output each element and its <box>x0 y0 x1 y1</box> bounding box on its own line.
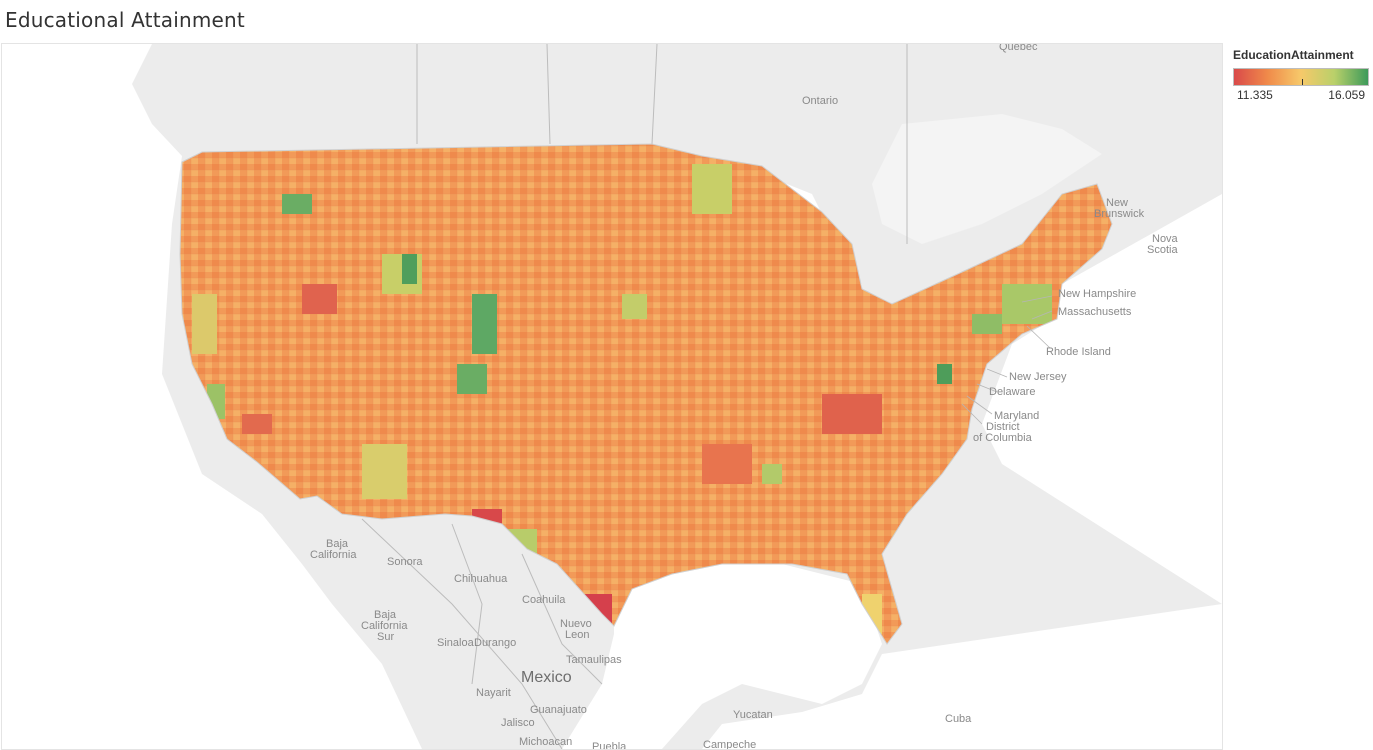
label-mexico: Mexico <box>521 669 572 686</box>
label-cuba: Cuba <box>945 713 972 725</box>
callout-dc-1: District <box>986 421 1020 433</box>
callout-maryland: Maryland <box>994 410 1039 422</box>
label-nuevo-leon-2: Leon <box>565 629 589 641</box>
label-durango: Durango <box>474 637 516 649</box>
label-campeche: Campeche <box>703 739 756 749</box>
callout-massachusetts: Massachusetts <box>1058 306 1132 318</box>
label-coahuila: Coahuila <box>522 594 566 606</box>
page-title: Educational Attainment <box>5 8 245 32</box>
legend-max-value: 16.059 <box>1328 88 1365 102</box>
legend-title: EducationAttainment <box>1233 48 1354 62</box>
label-michoacan: Michoacan <box>519 736 572 748</box>
label-baja-california-sur-3: Sur <box>377 631 394 643</box>
state-callouts: New Hampshire Massachusetts Rhode Island… <box>961 288 1136 444</box>
label-baja-california-1: Baja <box>326 538 349 550</box>
label-guanajuato: Guanajuato <box>530 704 587 716</box>
label-nova-scotia-1: Nova <box>1152 233 1179 245</box>
callout-new-hampshire: New Hampshire <box>1058 288 1136 300</box>
label-sinaloa: Sinaloa <box>437 637 475 649</box>
label-ontario: Ontario <box>802 95 838 107</box>
legend-gradient-bar <box>1233 68 1369 86</box>
label-jalisco: Jalisco <box>501 717 535 729</box>
callout-dc-2: of Columbia <box>973 432 1033 444</box>
callout-delaware: Delaware <box>989 386 1035 398</box>
label-chihuahua: Chihuahua <box>454 573 508 585</box>
label-nayarit: Nayarit <box>476 687 511 699</box>
label-baja-california-sur-1: Baja <box>374 609 397 621</box>
label-nuevo-leon-1: Nuevo <box>560 618 592 630</box>
region-labels: Quebec Ontario New Brunswick Nova Scotia… <box>310 44 1179 749</box>
choropleth-map[interactable]: Quebec Ontario New Brunswick Nova Scotia… <box>2 44 1222 749</box>
label-quebec: Quebec <box>999 44 1038 53</box>
label-nova-scotia-2: Scotia <box>1147 244 1178 256</box>
callout-new-jersey: New Jersey <box>1009 371 1067 383</box>
label-yucatan: Yucatan <box>733 709 773 721</box>
label-baja-california-2: California <box>310 549 357 561</box>
map-view[interactable]: Quebec Ontario New Brunswick Nova Scotia… <box>1 43 1223 750</box>
boundary-lines <box>361 44 908 749</box>
callout-rhode-island: Rhode Island <box>1046 346 1111 358</box>
label-baja-california-sur-2: California <box>361 620 408 632</box>
legend-midpoint-marker <box>1302 79 1303 85</box>
legend-min-value: 11.335 <box>1237 88 1273 102</box>
label-new-brunswick-1: New <box>1106 197 1128 209</box>
label-tamaulipas: Tamaulipas <box>566 654 622 666</box>
color-legend: EducationAttainment 11.335 16.059 <box>1233 48 1373 104</box>
label-sonora: Sonora <box>387 556 423 568</box>
label-puebla: Puebla <box>592 741 627 749</box>
label-new-brunswick-2: Brunswick <box>1094 208 1145 220</box>
